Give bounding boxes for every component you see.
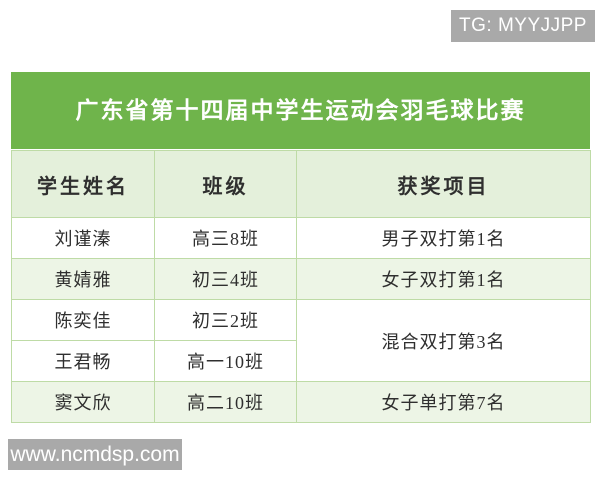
- student-name-cell: 窦文欣: [11, 381, 155, 423]
- table-row: 王君畅 高一10班: [11, 340, 591, 382]
- class-cell: 初三2班: [154, 299, 297, 341]
- award-cell: 男子双打第1名: [296, 217, 591, 259]
- award-cell-merged: 混合双打第3名: [296, 299, 591, 382]
- award-table: 学生姓名 班级 获奖项目 刘谨溱 高三8班 男子双打第1名 黄婧雅 初三4班 女…: [11, 150, 591, 423]
- table-row: 陈奕佳 初三2班 混合双打第3名: [11, 299, 591, 382]
- student-name-cell: 王君畅: [11, 340, 155, 382]
- site-watermark-badge: www.ncmdsp.com: [8, 439, 182, 470]
- student-name-cell: 陈奕佳: [11, 299, 155, 341]
- class-cell: 高三8班: [154, 217, 297, 259]
- col-header-class: 班级: [154, 150, 297, 218]
- competition-title: 广东省第十四届中学生运动会羽毛球比赛: [11, 72, 590, 149]
- student-name-cell: 刘谨溱: [11, 217, 155, 259]
- award-cell: 女子单打第7名: [296, 381, 591, 423]
- award-table-container: 广东省第十四届中学生运动会羽毛球比赛 学生姓名 班级 获奖项目 刘谨溱 高三8班…: [11, 72, 591, 423]
- col-header-award: 获奖项目: [296, 150, 591, 218]
- class-cell: 初三4班: [154, 258, 297, 300]
- table-header-row: 学生姓名 班级 获奖项目: [11, 150, 591, 218]
- col-header-student-name: 学生姓名: [11, 150, 155, 218]
- class-cell: 高一10班: [154, 340, 297, 382]
- tg-watermark-badge: TG: MYYJJPP: [451, 10, 595, 42]
- student-name-cell: 黄婧雅: [11, 258, 155, 300]
- table-row: 窦文欣 高二10班 女子单打第7名: [11, 381, 591, 423]
- table-row: 刘谨溱 高三8班 男子双打第1名: [11, 217, 591, 259]
- class-cell: 高二10班: [154, 381, 297, 423]
- table-row: 黄婧雅 初三4班 女子双打第1名: [11, 258, 591, 300]
- award-cell: 女子双打第1名: [296, 258, 591, 300]
